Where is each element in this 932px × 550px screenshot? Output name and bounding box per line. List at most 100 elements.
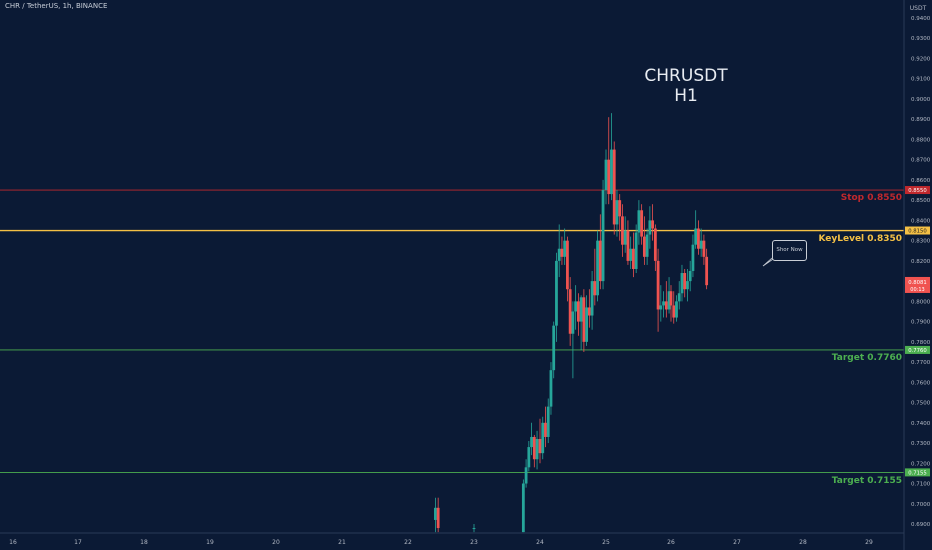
current-price-value: 0.8081 bbox=[908, 280, 927, 286]
level-tag-t2 bbox=[905, 468, 930, 477]
candle-body bbox=[530, 436, 533, 448]
candle-body bbox=[574, 301, 578, 312]
key-level-label: KeyLevel 0.8350 bbox=[818, 234, 902, 244]
price-tick-label: 0.7200 bbox=[911, 461, 931, 467]
candle-body bbox=[688, 271, 692, 282]
price-tick-label: 0.8600 bbox=[911, 178, 931, 184]
candle-body bbox=[607, 159, 611, 195]
candle-body bbox=[521, 483, 525, 533]
price-tick-label: 0.9400 bbox=[911, 16, 931, 22]
candle-body bbox=[621, 216, 624, 245]
price-tick-label: 0.9200 bbox=[911, 56, 931, 62]
candle-body bbox=[677, 293, 681, 302]
candle-body bbox=[576, 301, 580, 322]
time-tick-label: 29 bbox=[865, 539, 873, 546]
candle-body bbox=[601, 190, 605, 282]
time-tick-label: 21 bbox=[338, 539, 346, 546]
candle-body bbox=[566, 240, 569, 290]
candle-body bbox=[593, 281, 597, 296]
price-tick-label: 0.7500 bbox=[911, 401, 931, 407]
candle-body bbox=[560, 248, 564, 257]
level-tag-stop bbox=[905, 186, 930, 195]
chart-title: CHRUSDT H1 bbox=[636, 66, 736, 106]
candle-body bbox=[585, 307, 589, 342]
candle-body bbox=[557, 248, 561, 261]
price-tick-label: 0.9300 bbox=[911, 36, 931, 42]
candle-body bbox=[669, 291, 673, 306]
candle-body bbox=[535, 438, 539, 460]
chart-title-symbol: CHRUSDT bbox=[644, 66, 728, 86]
candle-body bbox=[546, 406, 550, 437]
candle-body bbox=[571, 311, 575, 334]
candle-body bbox=[634, 232, 638, 269]
candle-body bbox=[541, 422, 545, 454]
price-tick-label: 0.7300 bbox=[911, 441, 931, 447]
time-tick-label: 18 bbox=[140, 539, 148, 546]
candle-body bbox=[640, 210, 644, 237]
price-tick-label: 0.7900 bbox=[911, 320, 931, 326]
candle-body bbox=[705, 256, 709, 286]
candle-body bbox=[694, 228, 698, 245]
price-tick-label: 0.8200 bbox=[911, 259, 931, 265]
time-tick-label: 17 bbox=[74, 539, 82, 546]
candle-body bbox=[623, 230, 627, 245]
price-tick-label: 0.8300 bbox=[911, 239, 931, 245]
candle-body bbox=[563, 240, 567, 257]
candle-body bbox=[549, 370, 553, 407]
price-tick-label: 0.8000 bbox=[911, 299, 931, 305]
candle-body bbox=[524, 467, 528, 484]
candle-body bbox=[653, 228, 657, 261]
level-tag-key bbox=[905, 226, 930, 235]
price-tick-label: 0.8800 bbox=[911, 137, 931, 143]
price-tick-label: 0.8900 bbox=[911, 117, 931, 123]
time-tick-label: 24 bbox=[536, 539, 544, 546]
candle-body bbox=[612, 149, 616, 225]
price-tick-label: 0.8500 bbox=[911, 198, 931, 204]
price-axis-panel[interactable] bbox=[904, 0, 932, 550]
price-tick-label: 0.7000 bbox=[911, 502, 931, 508]
candle-body bbox=[552, 325, 556, 371]
candle-body bbox=[651, 220, 655, 229]
current-price-countdown: 00:13 bbox=[910, 287, 924, 293]
time-tick-label: 22 bbox=[404, 539, 412, 546]
time-tick-label: 27 bbox=[733, 539, 741, 546]
target-2-label: Target 0.7155 bbox=[831, 476, 902, 486]
price-tick-label: 0.8400 bbox=[911, 218, 931, 224]
candle-body bbox=[672, 305, 676, 318]
time-tick-label: 20 bbox=[272, 539, 280, 546]
candle-body bbox=[436, 507, 440, 529]
candle-body bbox=[629, 248, 633, 261]
candle-body bbox=[675, 301, 678, 318]
candle-body bbox=[598, 240, 602, 282]
candle-body bbox=[683, 273, 687, 290]
candle-body bbox=[637, 210, 641, 233]
level-tag-text-t2: 0.7155 bbox=[908, 470, 927, 476]
candle-body bbox=[527, 447, 531, 468]
candle-body bbox=[691, 244, 695, 271]
target-1-label: Target 0.7760 bbox=[831, 353, 902, 363]
candle-body bbox=[642, 236, 646, 257]
candle-body bbox=[699, 240, 703, 249]
candle-body bbox=[667, 291, 671, 310]
stop-level-label: Stop 0.8550 bbox=[840, 193, 902, 203]
candle-body bbox=[538, 438, 542, 454]
time-tick-label: 23 bbox=[470, 539, 478, 546]
candle-body bbox=[590, 281, 594, 316]
time-tick-label: 16 bbox=[9, 539, 17, 546]
candle-body bbox=[579, 297, 583, 322]
level-tag-text-stop: 0.8550 bbox=[908, 188, 927, 194]
price-tick-label: 0.8700 bbox=[911, 158, 931, 164]
price-axis-unit: USDT bbox=[910, 5, 927, 12]
price-tick-label: 0.6900 bbox=[911, 522, 931, 528]
time-tick-label: 19 bbox=[206, 539, 214, 546]
price-tick-label: 0.9100 bbox=[911, 77, 931, 83]
candle-body bbox=[582, 297, 586, 342]
candle-body bbox=[656, 260, 660, 310]
candle-body bbox=[659, 305, 663, 310]
chart-title-timeframe: H1 bbox=[674, 86, 698, 106]
price-tick-label: 0.9000 bbox=[911, 97, 931, 103]
level-tag-t1 bbox=[905, 345, 930, 354]
candle-body bbox=[662, 301, 665, 306]
